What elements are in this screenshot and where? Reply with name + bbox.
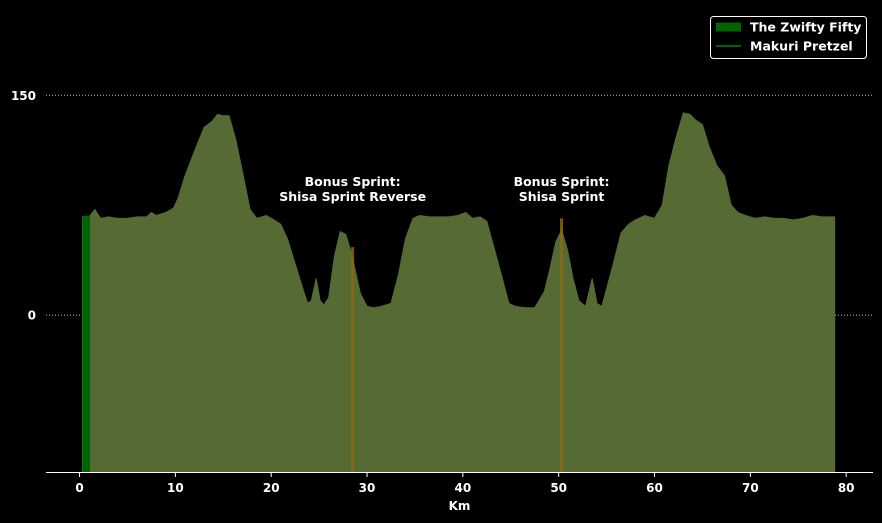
x-tick-label-40: 40 <box>455 481 472 495</box>
sprint-band-0 <box>351 247 355 472</box>
legend-label: The Zwifty Fifty <box>750 20 861 35</box>
sprint-label-line: Shisa Sprint <box>519 189 605 204</box>
legend-frame <box>710 16 867 59</box>
x-tick-label-0: 0 <box>75 481 83 495</box>
y-tick-label-150: 150 <box>11 89 36 103</box>
sprint-label-line: Bonus Sprint: <box>514 174 610 189</box>
y-tick-label-0: 0 <box>28 309 36 323</box>
sprint-label-1: Bonus Sprint: Shisa Sprint <box>514 174 610 204</box>
legend: The Zwifty Fifty Makuri Pretzel <box>710 16 867 59</box>
sprint-band-1 <box>560 218 564 472</box>
x-axis-label: Km <box>449 499 471 513</box>
profile-area-layer <box>81 112 836 473</box>
x-tick-label-10: 10 <box>167 481 184 495</box>
legend-patch <box>716 22 741 32</box>
x-tick-label-70: 70 <box>742 481 759 495</box>
x-tick-label-20: 20 <box>263 481 280 495</box>
x-axis: 0 10 20 30 40 50 60 70 80 <box>46 472 873 495</box>
elevation-profile-area <box>81 112 836 473</box>
x-tick-label-30: 30 <box>359 481 376 495</box>
sprint-label-0: Bonus Sprint: Shisa Sprint Reverse <box>279 174 426 204</box>
sprint-label-line: Bonus Sprint: <box>305 174 401 189</box>
segment-bands <box>82 215 564 472</box>
y-axis-ticks: 0 150 <box>11 89 36 323</box>
x-tick-label-50: 50 <box>550 481 567 495</box>
sprint-label-line: Shisa Sprint Reverse <box>279 189 426 204</box>
legend-label: Makuri Pretzel <box>750 39 853 54</box>
x-tick-label-80: 80 <box>838 481 855 495</box>
x-tick-label-60: 60 <box>646 481 663 495</box>
start-segment-band <box>82 215 91 472</box>
